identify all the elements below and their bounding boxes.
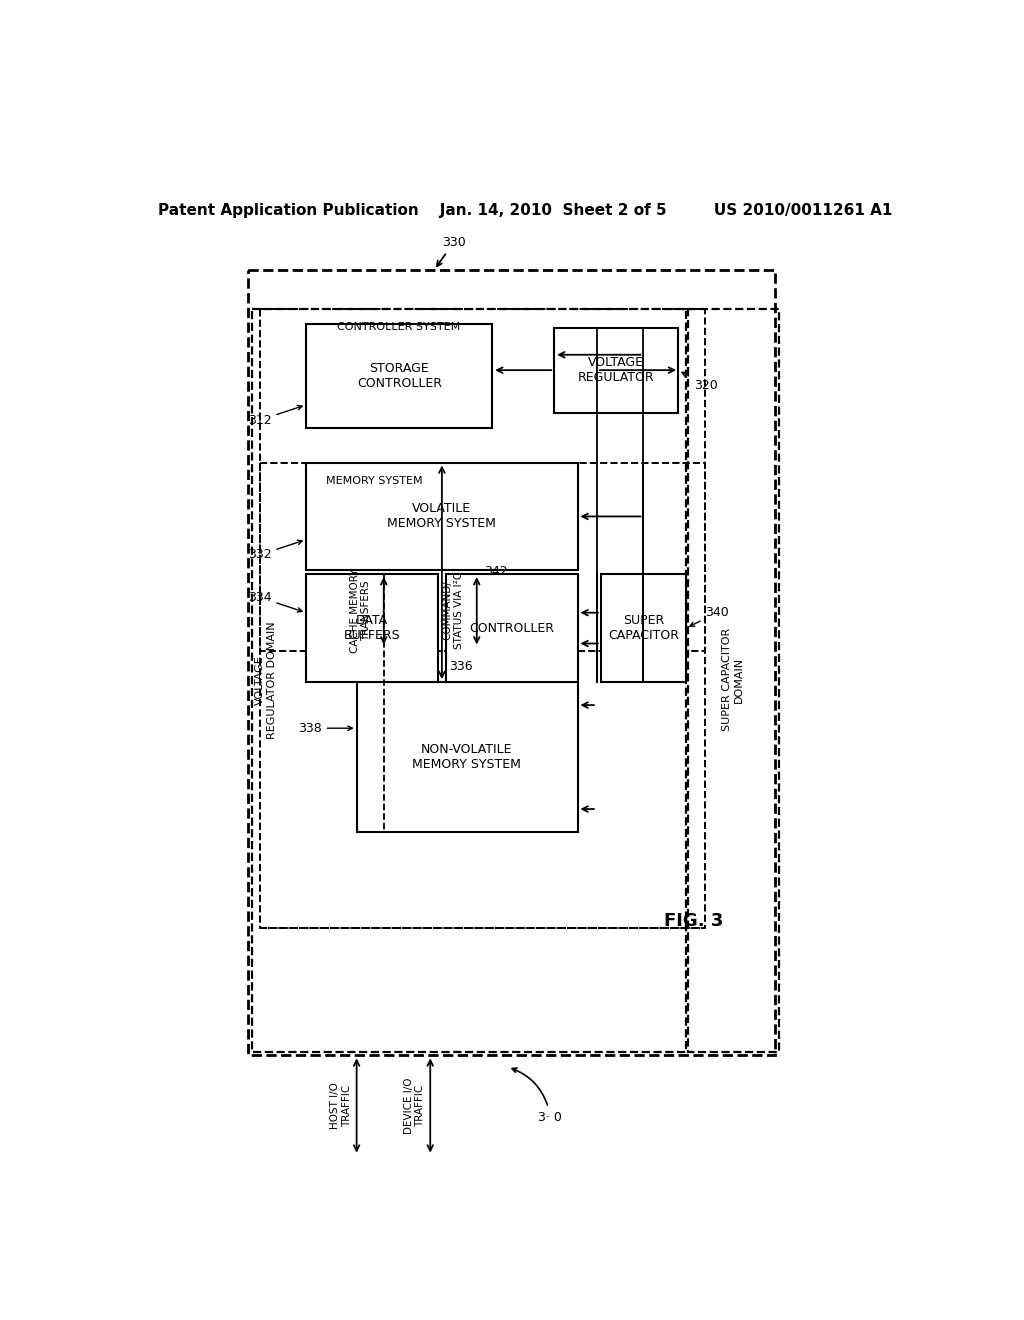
Text: 342: 342 [484, 565, 508, 578]
Text: DEVICE I/O
TRAFFIC: DEVICE I/O TRAFFIC [403, 1077, 426, 1134]
Bar [554, 327, 678, 412]
Text: 338: 338 [298, 722, 352, 735]
Text: 330: 330 [437, 236, 465, 267]
Text: COMMAND/
STATUS VIA I²C: COMMAND/ STATUS VIA I²C [442, 572, 464, 649]
Bar [306, 574, 438, 682]
Text: MEMORY SYSTEM: MEMORY SYSTEM [326, 477, 422, 486]
Bar [601, 574, 686, 682]
Text: DATA
BUFFERS: DATA BUFFERS [344, 614, 400, 642]
Bar [687, 309, 779, 1052]
Text: 340: 340 [690, 606, 729, 626]
Bar [260, 309, 706, 651]
Text: FIG. 3: FIG. 3 [664, 912, 723, 929]
Bar [248, 271, 775, 1056]
Bar [356, 682, 578, 832]
Text: 334: 334 [248, 591, 302, 612]
Bar [260, 462, 706, 928]
Text: STORAGE
CONTROLLER: STORAGE CONTROLLER [356, 362, 441, 389]
Text: VOLTAGE
REGULATOR: VOLTAGE REGULATOR [578, 356, 654, 384]
Text: Patent Application Publication    Jan. 14, 2010  Sheet 2 of 5         US 2010/00: Patent Application Publication Jan. 14, … [158, 203, 892, 218]
Text: 320: 320 [682, 372, 718, 392]
Text: VOLTAGE
REGULATOR DOMAIN: VOLTAGE REGULATOR DOMAIN [255, 620, 276, 738]
Text: CACHE MEMORY
TRANSFERS: CACHE MEMORY TRANSFERS [350, 568, 372, 652]
Bar [306, 462, 578, 570]
Text: SUPER CAPACITOR
DOMAIN: SUPER CAPACITOR DOMAIN [723, 628, 744, 731]
Text: NON-VOLATILE
MEMORY SYSTEM: NON-VOLATILE MEMORY SYSTEM [413, 743, 521, 771]
Text: CONTROLLER SYSTEM: CONTROLLER SYSTEM [337, 322, 461, 333]
Text: SUPER
CAPACITOR: SUPER CAPACITOR [608, 614, 679, 642]
Text: HOST I/O
TRAFFIC: HOST I/O TRAFFIC [331, 1082, 352, 1129]
Text: 3· 0: 3· 0 [512, 1068, 562, 1123]
Bar [252, 309, 686, 1052]
Text: 336: 336 [450, 660, 473, 673]
Bar [306, 323, 493, 428]
Text: 332: 332 [248, 540, 302, 561]
Text: CONTROLLER: CONTROLLER [469, 622, 554, 635]
Text: 312: 312 [248, 405, 302, 426]
Bar [445, 574, 578, 682]
Text: VOLATILE
MEMORY SYSTEM: VOLATILE MEMORY SYSTEM [387, 503, 497, 531]
